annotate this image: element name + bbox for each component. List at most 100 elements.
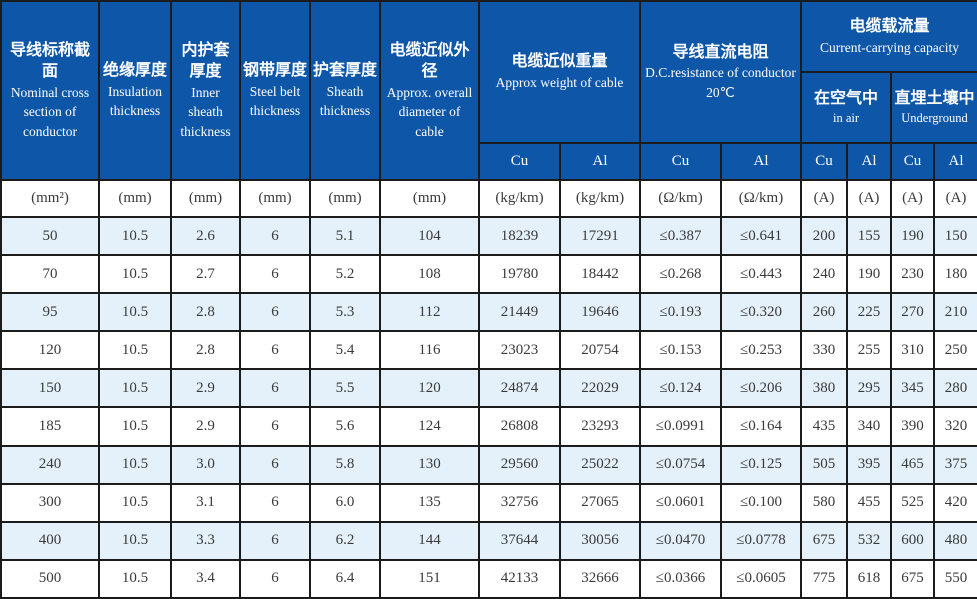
- header-zh: 电缆载流量: [849, 17, 930, 35]
- table-cell: 390: [890, 406, 935, 447]
- unit-cell: (A): [933, 178, 977, 219]
- table-cell: 435: [800, 406, 848, 447]
- table-cell: 6: [239, 482, 311, 523]
- table-cell: 210: [933, 292, 977, 333]
- header-underground: 直埋土壤中 Underground: [890, 71, 977, 144]
- table-cell: 10.5: [98, 558, 172, 599]
- table-cell: 6: [239, 444, 311, 485]
- table-cell: 18442: [559, 254, 641, 295]
- table-cell: 112: [379, 292, 480, 333]
- header-zh: 护套厚度: [313, 62, 378, 80]
- table-cell: ≤0.124: [639, 368, 722, 409]
- unit-cell: (A): [800, 178, 848, 219]
- unit-cell: (mm²): [0, 178, 100, 219]
- header-material-cu: Cu: [639, 142, 722, 181]
- table-cell: 10.5: [98, 406, 172, 447]
- table-row: 300 10.5 3.1 6 6.0 135 32756 27065 ≤0.0601 ≤0.100…: [0, 482, 977, 523]
- table-cell: 2.8: [170, 292, 241, 333]
- table-cell: 190: [846, 254, 892, 295]
- table-cell: 260: [800, 292, 848, 333]
- unit-cell: (kg/km): [478, 178, 561, 219]
- header-en: Approx weight of cable: [495, 75, 624, 91]
- table-cell: 5.8: [309, 444, 381, 485]
- table-row: 500 10.5 3.4 6 6.4 151 42133 32666 ≤0.0366 ≤0.060…: [0, 558, 977, 599]
- table-cell: 10.5: [98, 368, 172, 409]
- table-cell: 230: [890, 254, 935, 295]
- table-cell: 775: [800, 558, 848, 599]
- header-en: Approx. overall diameter of cable: [386, 84, 473, 139]
- table-cell: 32756: [478, 482, 561, 523]
- table-cell: 120: [379, 368, 480, 409]
- table-cell: 120: [0, 330, 100, 371]
- header-zh: 绝缘厚度: [102, 62, 167, 80]
- table-cell: 6: [239, 292, 311, 333]
- table-cell: ≤0.0605: [720, 558, 802, 599]
- table-cell: 95: [0, 292, 100, 333]
- table-cell: ≤0.387: [639, 216, 722, 257]
- table-cell: 280: [933, 368, 977, 409]
- table-cell: 6: [239, 520, 311, 561]
- table-cell: 5.1: [309, 216, 381, 257]
- table-cell: 23293: [559, 406, 641, 447]
- table-cell: ≤0.320: [720, 292, 802, 333]
- table-header: 导线标称截面 Nominal cross section of conducto…: [0, 0, 977, 181]
- table-cell: 10.5: [98, 330, 172, 371]
- table-cell: 3.4: [170, 558, 241, 599]
- table-cell: 6: [239, 406, 311, 447]
- table-cell: 310: [890, 330, 935, 371]
- table-cell: ≤0.164: [720, 406, 802, 447]
- header-en: Sheath thickness: [319, 83, 371, 119]
- table-cell: 42133: [478, 558, 561, 599]
- header-overall-diameter: 电缆近似外径 Approx. overall diameter of cable: [379, 0, 480, 181]
- table-cell: 270: [890, 292, 935, 333]
- table-cell: 525: [890, 482, 935, 523]
- header-row-environment: 在空气中 in air 直埋土壤中 Underground: [1, 71, 977, 144]
- table-cell: 6: [239, 254, 311, 295]
- table-cell: ≤0.0991: [639, 406, 722, 447]
- table-cell: 116: [379, 330, 480, 371]
- table-body: (mm²) (mm) (mm) (mm) (mm) (mm) (kg/km) (…: [0, 178, 977, 599]
- table-cell: 300: [0, 482, 100, 523]
- table-cell: ≤0.125: [720, 444, 802, 485]
- table-cell: 150: [933, 216, 977, 257]
- header-insulation-thickness: 绝缘厚度 Insulation thickness: [98, 0, 172, 181]
- table-cell: 17291: [559, 216, 641, 257]
- table-cell: 2.8: [170, 330, 241, 371]
- table-row: 95 10.5 2.8 6 5.3 112 21449 19646 ≤0.193 ≤0.320 26…: [0, 292, 977, 333]
- table-cell: 400: [0, 520, 100, 561]
- header-nominal-cross-section: 导线标称截面 Nominal cross section of conducto…: [0, 0, 100, 181]
- table-cell: 6.0: [309, 482, 381, 523]
- table-cell: 70: [0, 254, 100, 295]
- header-material-cu: Cu: [800, 142, 848, 181]
- table-cell: 500: [0, 558, 100, 599]
- unit-cell: (A): [846, 178, 892, 219]
- table-cell: 240: [800, 254, 848, 295]
- header-en: Insulation thickness: [108, 83, 162, 119]
- header-zh: 电缆近似外径: [389, 41, 470, 81]
- table-cell: 5.4: [309, 330, 381, 371]
- table-cell: 27065: [559, 482, 641, 523]
- table-cell: 32666: [559, 558, 641, 599]
- table-cell: 144: [379, 520, 480, 561]
- table-cell: 151: [379, 558, 480, 599]
- header-zh: 直埋土壤中: [894, 89, 975, 107]
- table-cell: 185: [0, 406, 100, 447]
- table-cell: 240: [0, 444, 100, 485]
- table-cell: 380: [800, 368, 848, 409]
- table-row: 70 10.5 2.7 6 5.2 108 19780 18442 ≤0.268 ≤0.443 24…: [0, 254, 977, 295]
- table-cell: 6.4: [309, 558, 381, 599]
- table-row: 240 10.5 3.0 6 5.8 130 29560 25022 ≤0.0754 ≤0.125…: [0, 444, 977, 485]
- table-cell: 3.1: [170, 482, 241, 523]
- table-cell: 37644: [478, 520, 561, 561]
- table-cell: ≤0.153: [639, 330, 722, 371]
- header-en: Nominal cross section of conductor: [10, 84, 90, 139]
- table-cell: 5.3: [309, 292, 381, 333]
- table-cell: 225: [846, 292, 892, 333]
- header-en: in air: [832, 111, 860, 126]
- unit-cell: (Ω/km): [720, 178, 802, 219]
- table-cell: 150: [0, 368, 100, 409]
- table-cell: 5.2: [309, 254, 381, 295]
- header-zh: 导线标称截面: [9, 41, 90, 81]
- table-cell: 19780: [478, 254, 561, 295]
